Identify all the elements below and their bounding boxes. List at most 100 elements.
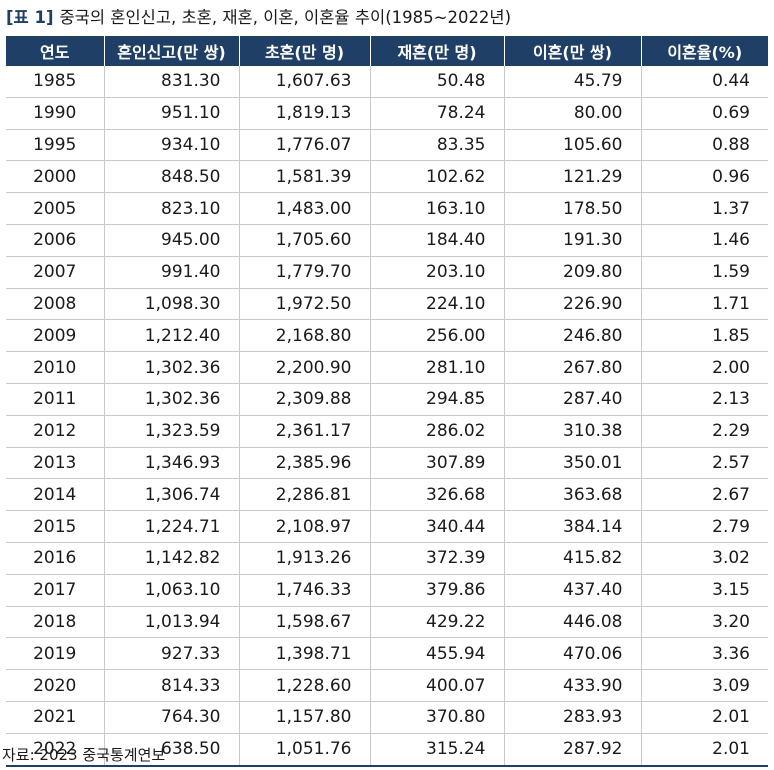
cell-divorces: 246.80 <box>504 319 642 353</box>
cell-remarriage: 315.24 <box>370 733 505 767</box>
cell-marriages: 814.33 <box>104 669 240 702</box>
cell-remarriage: 294.85 <box>370 383 505 416</box>
table-row: 2012 1,323.59 2,361.17 286.02 310.38 2.29 <box>6 415 768 448</box>
cell-divorce-rate: 1.59 <box>641 256 768 289</box>
cell-year: 2020 <box>6 669 105 702</box>
table-body: 1985 831.30 1,607.63 50.48 45.79 0.44 1990 951.… <box>6 66 768 767</box>
table-row: 2017 1,063.10 1,746.33 379.86 437.40 3.15 <box>6 574 768 607</box>
cell-divorces: 209.80 <box>504 256 642 289</box>
table-row: 2014 1,306.74 2,286.81 326.68 363.68 2.67 <box>6 478 768 512</box>
cell-first-marriage: 1,483.00 <box>239 192 371 225</box>
cell-divorces: 121.29 <box>504 160 642 194</box>
cell-divorces: 415.82 <box>504 542 642 575</box>
cell-marriages: 1,302.36 <box>104 383 240 416</box>
cell-remarriage: 286.02 <box>370 415 505 448</box>
cell-first-marriage: 1,598.67 <box>239 606 371 639</box>
cell-divorce-rate: 0.44 <box>641 66 768 98</box>
cell-first-marriage: 2,286.81 <box>239 478 371 512</box>
table-header-row: 연도 혼인신고(만 쌍) 초혼(만 명) 재혼(만 명) 이혼(만 쌍) 이혼율… <box>6 36 768 66</box>
cell-first-marriage: 1,157.80 <box>239 701 371 734</box>
cell-divorce-rate: 1.71 <box>641 288 768 321</box>
cell-year: 1985 <box>6 66 105 98</box>
cell-year: 2016 <box>6 542 105 575</box>
table-row: 2009 1,212.40 2,168.80 256.00 246.80 1.85 <box>6 319 768 353</box>
table-number-label: [표 1] <box>6 8 54 27</box>
cell-year: 2006 <box>6 224 105 257</box>
cell-divorce-rate: 2.67 <box>641 478 768 512</box>
cell-first-marriage: 1,398.71 <box>239 637 371 671</box>
cell-remarriage: 372.39 <box>370 542 505 575</box>
cell-divorce-rate: 2.13 <box>641 383 768 416</box>
cell-divorces: 105.60 <box>504 129 642 162</box>
cell-first-marriage: 2,361.17 <box>239 415 371 448</box>
table-row: 1995 934.10 1,776.07 83.35 105.60 0.88 <box>6 129 768 162</box>
column-header-remarriage: 재혼(만 명) <box>370 36 505 66</box>
cell-divorce-rate: 1.85 <box>641 319 768 353</box>
cell-first-marriage: 2,168.80 <box>239 319 371 353</box>
table-row: 2005 823.10 1,483.00 163.10 178.50 1.37 <box>6 192 768 225</box>
cell-first-marriage: 1,705.60 <box>239 224 371 257</box>
cell-marriages: 1,063.10 <box>104 574 240 607</box>
table-row: 2015 1,224.71 2,108.97 340.44 384.14 2.79 <box>6 510 768 543</box>
cell-divorce-rate: 2.79 <box>641 510 768 543</box>
cell-divorce-rate: 2.00 <box>641 351 768 384</box>
cell-year: 2009 <box>6 319 105 353</box>
cell-year: 2007 <box>6 256 105 289</box>
cell-year: 2022 <box>6 733 105 767</box>
cell-divorces: 287.40 <box>504 383 642 416</box>
cell-remarriage: 203.10 <box>370 256 505 289</box>
cell-year: 1995 <box>6 129 105 162</box>
cell-marriages: 1,098.30 <box>104 288 240 321</box>
cell-remarriage: 340.44 <box>370 510 505 543</box>
cell-divorce-rate: 3.36 <box>641 637 768 671</box>
table-row: 1990 951.10 1,819.13 78.24 80.00 0.69 <box>6 97 768 130</box>
cell-remarriage: 429.22 <box>370 606 505 639</box>
cell-divorce-rate: 0.96 <box>641 160 768 194</box>
cell-year: 2012 <box>6 415 105 448</box>
cell-marriages: 831.30 <box>104 66 240 98</box>
cell-divorces: 287.92 <box>504 733 642 767</box>
cell-marriages: 945.00 <box>104 224 240 257</box>
table-caption: [표 1] 중국의 혼인신고, 초혼, 재혼, 이혼, 이혼율 추이(1985~2… <box>6 4 511 32</box>
cell-divorces: 267.80 <box>504 351 642 384</box>
cell-first-marriage: 2,200.90 <box>239 351 371 384</box>
cell-remarriage: 307.89 <box>370 447 505 480</box>
table-row: 2022 638.50 1,051.76 315.24 287.92 2.01 <box>6 733 768 767</box>
cell-year: 2014 <box>6 478 105 512</box>
cell-year: 1990 <box>6 97 105 130</box>
cell-remarriage: 379.86 <box>370 574 505 607</box>
cell-divorces: 45.79 <box>504 66 642 98</box>
cell-divorce-rate: 3.09 <box>641 669 768 702</box>
cell-first-marriage: 1,972.50 <box>239 288 371 321</box>
cell-first-marriage: 2,385.96 <box>239 447 371 480</box>
cell-first-marriage: 1,228.60 <box>239 669 371 702</box>
cell-first-marriage: 1,607.63 <box>239 66 371 98</box>
cell-remarriage: 400.07 <box>370 669 505 702</box>
cell-year: 2021 <box>6 701 105 734</box>
cell-divorces: 350.01 <box>504 447 642 480</box>
cell-divorce-rate: 2.01 <box>641 701 768 734</box>
table-row: 2007 991.40 1,779.70 203.10 209.80 1.59 <box>6 256 768 289</box>
cell-marriages: 1,306.74 <box>104 478 240 512</box>
cell-remarriage: 50.48 <box>370 66 505 98</box>
cell-remarriage: 370.80 <box>370 701 505 734</box>
source-note: 자료: 2023 중국통계연보 <box>2 746 166 764</box>
table-row: 2008 1,098.30 1,972.50 224.10 226.90 1.71 <box>6 288 768 321</box>
cell-marriages: 991.40 <box>104 256 240 289</box>
cell-marriages: 927.33 <box>104 637 240 671</box>
table-row: 2006 945.00 1,705.60 184.40 191.30 1.46 <box>6 224 768 257</box>
cell-marriages: 934.10 <box>104 129 240 162</box>
cell-divorces: 283.93 <box>504 701 642 734</box>
column-header-first-marriage: 초혼(만 명) <box>239 36 371 66</box>
table-row: 2000 848.50 1,581.39 102.62 121.29 0.96 <box>6 160 768 194</box>
cell-marriages: 638.50 <box>104 733 240 767</box>
cell-divorces: 384.14 <box>504 510 642 543</box>
cell-marriages: 1,323.59 <box>104 415 240 448</box>
cell-marriages: 1,302.36 <box>104 351 240 384</box>
cell-divorce-rate: 1.46 <box>641 224 768 257</box>
cell-year: 2011 <box>6 383 105 416</box>
cell-marriages: 951.10 <box>104 97 240 130</box>
cell-marriages: 823.10 <box>104 192 240 225</box>
cell-year: 2019 <box>6 637 105 671</box>
cell-divorces: 310.38 <box>504 415 642 448</box>
